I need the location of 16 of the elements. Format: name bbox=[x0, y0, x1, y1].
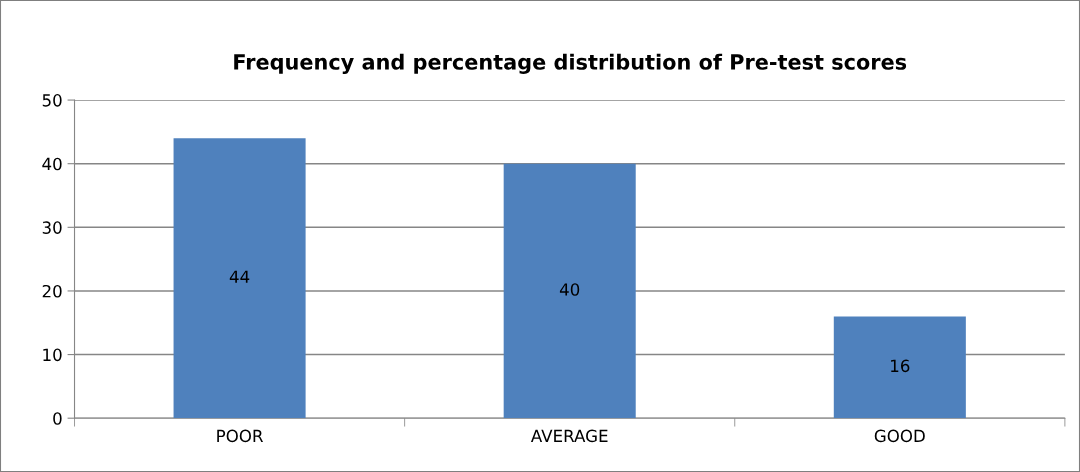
bar bbox=[833, 316, 966, 419]
data-label: 40 bbox=[559, 283, 580, 296]
y-tick-label: 0 bbox=[53, 412, 62, 425]
y-tick-label: 10 bbox=[43, 348, 62, 362]
y-tick-label: 40 bbox=[42, 157, 62, 171]
x-tick-label: POOR bbox=[217, 429, 264, 443]
x-tick-label: AVERAGE bbox=[530, 429, 608, 443]
y-tick-label: 30 bbox=[42, 221, 62, 234]
x-tick-label: GOOD bbox=[874, 429, 925, 443]
data-label: 16 bbox=[891, 359, 910, 373]
chart-title: Frequency and percentage distribution of Pre-test scores bbox=[234, 53, 907, 74]
bar bbox=[503, 163, 636, 419]
y-tick-label: 50 bbox=[42, 94, 62, 107]
data-label: 44 bbox=[229, 270, 250, 283]
bar bbox=[173, 138, 306, 419]
y-tick-label: 20 bbox=[42, 284, 62, 298]
